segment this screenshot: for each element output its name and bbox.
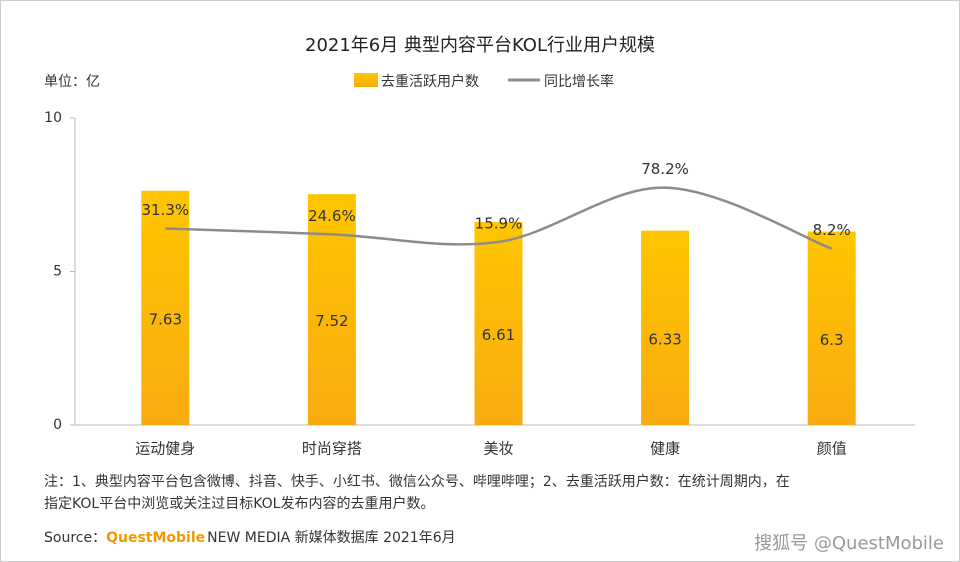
x-tick-label: 健康 <box>650 440 680 458</box>
note: 注：1、典型内容平台包含微博、抖音、快手、小红书、微信公众号、哔哩哔哩；2、去重… <box>44 473 790 490</box>
line-value-label: 15.9% <box>475 214 523 232</box>
bar-value-label: 6.33 <box>648 330 681 348</box>
y-tick-label: 10 <box>44 110 62 126</box>
line-value-label: 8.2% <box>813 221 851 239</box>
x-tick-label: 运动健身 <box>135 440 195 458</box>
source: Source：QuestMobile NEW MEDIA 新媒体数据库 2021年… <box>44 530 456 546</box>
bar <box>474 222 523 425</box>
bar-value-label: 6.3 <box>820 331 844 349</box>
bar <box>807 231 856 425</box>
line <box>165 186 833 250</box>
bar <box>307 194 356 425</box>
line-value-label: 78.2% <box>641 160 689 178</box>
bar-value-label: 7.63 <box>149 310 182 328</box>
source-text: NEW MEDIA 新媒体数据库 2021年6月 <box>207 530 455 546</box>
bar-value-label: 6.61 <box>482 326 515 344</box>
source-brand: QuestMobile <box>106 530 205 546</box>
y-tick-label: 0 <box>53 417 62 433</box>
source-label: Source： <box>44 530 106 546</box>
bar <box>141 190 190 425</box>
legend-label: 去重活跃用户数 <box>381 73 479 90</box>
x-tick-label: 美妆 <box>483 440 513 458</box>
legend-label: 同比增长率 <box>544 73 614 90</box>
watermark: 搜狐号 @QuestMobile <box>754 533 944 554</box>
line-value-label: 24.6% <box>308 207 356 225</box>
unit-label: 单位：亿 <box>44 74 100 90</box>
x-tick-label: 颜值 <box>817 440 847 458</box>
bar <box>641 230 690 425</box>
note: 指定KOL平台中浏览或关注过目标KOL发布内容的去重用户数。 <box>44 495 434 512</box>
y-tick-label: 5 <box>53 264 62 280</box>
x-tick-label: 时尚穿搭 <box>302 440 362 458</box>
line-value-label: 31.3% <box>141 201 189 219</box>
chart-title: 2021年6月 典型内容平台KOL行业用户规模 <box>305 35 655 56</box>
bar-value-label: 7.52 <box>315 312 348 330</box>
legend-swatch <box>354 73 378 87</box>
